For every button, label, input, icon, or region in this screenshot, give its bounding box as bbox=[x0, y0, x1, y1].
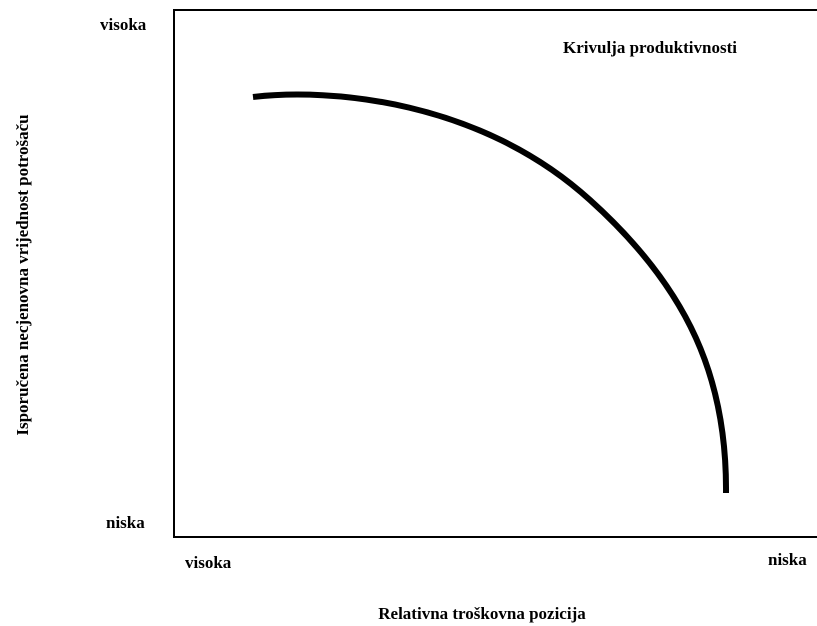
x-right-label: niska bbox=[768, 550, 807, 569]
x-axis-label: Relativna troškovna pozicija bbox=[378, 604, 586, 623]
x-left-label: visoka bbox=[185, 553, 232, 572]
productivity-curve bbox=[252, 91, 730, 494]
y-low-label: niska bbox=[106, 513, 145, 532]
curve-title: Krivulja produktivnosti bbox=[563, 38, 737, 57]
y-high-label: visoka bbox=[100, 15, 147, 34]
frame bbox=[173, 9, 817, 538]
y-axis-label: Isporučena necjenovna vrijednost potroša… bbox=[13, 114, 32, 435]
